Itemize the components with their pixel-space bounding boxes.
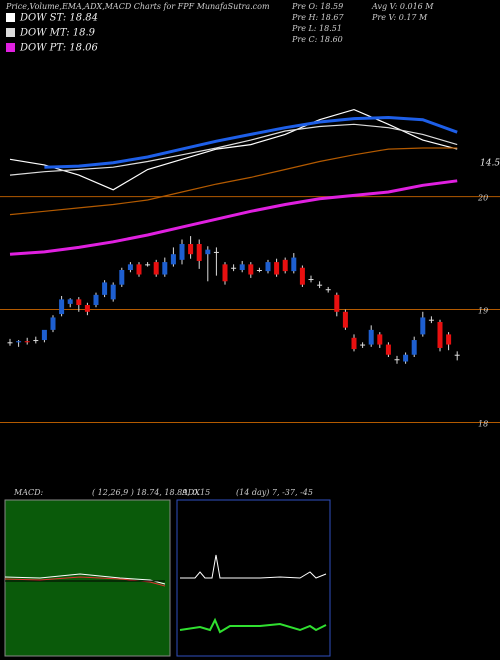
candle-body bbox=[136, 264, 142, 275]
line-series bbox=[9, 123, 458, 176]
candle-body bbox=[411, 340, 417, 355]
candle-body bbox=[360, 344, 366, 346]
signal-line bbox=[4, 576, 166, 587]
stat: Pre H: 18.67 bbox=[291, 13, 345, 22]
stat: Pre V: 0.17 M bbox=[371, 13, 428, 22]
y-tick-label: 19 bbox=[478, 307, 488, 316]
candle-body bbox=[274, 262, 280, 275]
candle-body bbox=[102, 282, 108, 295]
stat: Avg V: 0.016 M bbox=[371, 2, 434, 11]
candle-body bbox=[299, 267, 305, 285]
legend-swatch bbox=[6, 13, 15, 22]
adx-line bbox=[180, 554, 327, 579]
candle-body bbox=[239, 264, 245, 270]
candle-body bbox=[16, 341, 22, 343]
line-series bbox=[9, 179, 458, 256]
candle-body bbox=[334, 294, 340, 312]
candle-body bbox=[84, 305, 90, 312]
stat: Pre C: 18.60 bbox=[291, 35, 343, 44]
candle-body bbox=[342, 311, 348, 328]
legend-label: DOW MT: 18.9 bbox=[19, 28, 96, 39]
candle-body bbox=[67, 299, 73, 304]
candle-body bbox=[222, 264, 228, 282]
y-tick-label: 18 bbox=[478, 420, 488, 429]
chart-title: Price,Volume,EMA,ADX,MACD Charts for FPF… bbox=[5, 2, 270, 11]
candle-body bbox=[179, 244, 185, 260]
candle-body bbox=[385, 344, 391, 355]
side-label: 14.5 bbox=[480, 159, 500, 169]
candle-body bbox=[213, 251, 219, 253]
candle-body bbox=[41, 329, 47, 341]
candle-body bbox=[377, 334, 383, 345]
candle-body bbox=[196, 244, 202, 261]
candle-body bbox=[188, 244, 194, 255]
macd-label: MACD: bbox=[13, 488, 44, 497]
candle-body bbox=[248, 264, 254, 275]
candle-body bbox=[256, 270, 262, 271]
legend-label: DOW PT: 18.06 bbox=[19, 43, 99, 54]
candle-body bbox=[351, 337, 357, 350]
candle-body bbox=[325, 289, 331, 291]
candle-body bbox=[428, 319, 434, 321]
line-series bbox=[44, 115, 458, 169]
candle-body bbox=[446, 334, 452, 345]
adx-params: (14 day) 7, -37, -45 bbox=[236, 488, 313, 497]
candle-body bbox=[110, 284, 116, 300]
stat: Pre L: 18.51 bbox=[291, 24, 342, 33]
candle-body bbox=[282, 259, 288, 272]
candle-body bbox=[24, 341, 30, 343]
candle-body bbox=[368, 329, 374, 345]
candle-body bbox=[437, 321, 443, 348]
candle-body bbox=[33, 340, 39, 342]
candle-body bbox=[394, 359, 400, 361]
candle-body bbox=[403, 354, 409, 362]
candle-body bbox=[170, 254, 176, 265]
candle-body bbox=[162, 262, 168, 275]
candle-body bbox=[76, 299, 82, 306]
candle-body bbox=[205, 249, 211, 255]
legend-swatch bbox=[6, 28, 15, 37]
candle-body bbox=[50, 317, 56, 330]
line-series bbox=[9, 108, 458, 191]
candle-body bbox=[153, 262, 159, 275]
candle-body bbox=[291, 257, 297, 272]
candle-body bbox=[145, 264, 151, 266]
macd-params: ( 12,26,9 ) 18.74, 18.89, 0.15 bbox=[92, 488, 210, 497]
legend-label: DOW ST: 18.84 bbox=[19, 13, 98, 24]
stat: Pre O: 18.59 bbox=[291, 2, 343, 11]
candle-body bbox=[59, 299, 65, 315]
adx-label: ADX bbox=[181, 488, 200, 497]
candle-body bbox=[308, 279, 314, 281]
line-series bbox=[9, 147, 458, 216]
candle-body bbox=[317, 284, 323, 286]
y-tick-label: 20 bbox=[477, 194, 488, 203]
candle-body bbox=[454, 354, 460, 356]
candle-body bbox=[127, 264, 133, 270]
candle-body bbox=[119, 270, 125, 285]
candle-body bbox=[93, 294, 99, 306]
candle-body bbox=[420, 317, 426, 335]
candle-body bbox=[265, 262, 271, 272]
di-line bbox=[179, 617, 327, 634]
candle-body bbox=[231, 267, 237, 269]
legend-swatch bbox=[6, 43, 15, 52]
candle-body bbox=[7, 342, 13, 344]
